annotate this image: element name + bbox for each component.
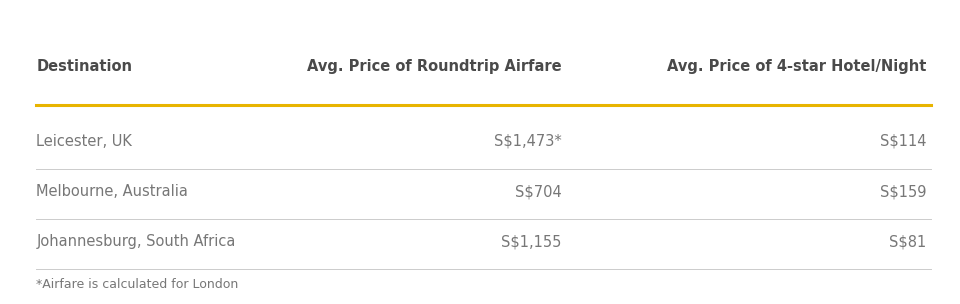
Text: Avg. Price of Roundtrip Airfare: Avg. Price of Roundtrip Airfare [307, 59, 562, 74]
Text: S$114: S$114 [880, 134, 926, 149]
Text: Avg. Price of 4-star Hotel/Night: Avg. Price of 4-star Hotel/Night [667, 59, 926, 74]
Text: S$81: S$81 [889, 234, 926, 249]
Text: S$704: S$704 [515, 184, 562, 199]
Text: *Airfare is calculated for London: *Airfare is calculated for London [36, 278, 239, 291]
Text: Leicester, UK: Leicester, UK [36, 134, 132, 149]
Text: S$1,473*: S$1,473* [493, 134, 562, 149]
Text: Johannesburg, South Africa: Johannesburg, South Africa [36, 234, 236, 249]
Text: S$1,155: S$1,155 [501, 234, 562, 249]
Text: Melbourne, Australia: Melbourne, Australia [36, 184, 188, 199]
Text: S$159: S$159 [880, 184, 926, 199]
Text: Destination: Destination [36, 59, 132, 74]
